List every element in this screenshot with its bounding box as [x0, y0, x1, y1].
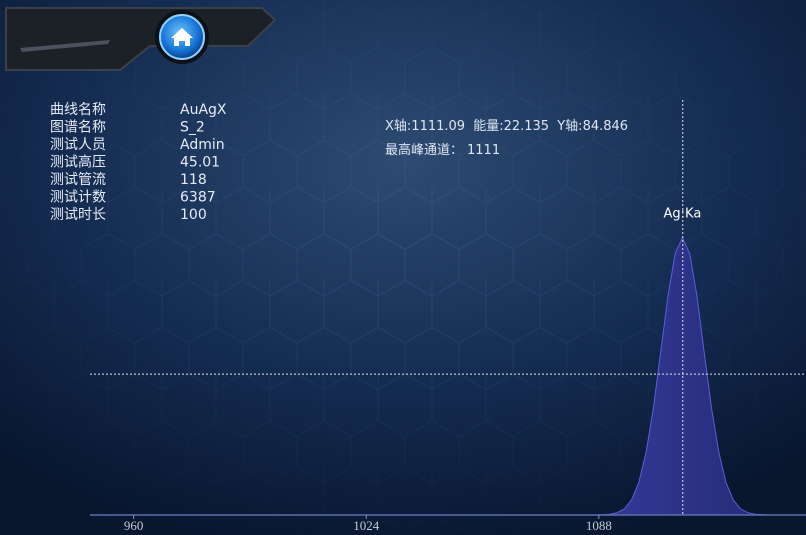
info-value: 118 — [180, 172, 207, 188]
info-value: Admin — [180, 137, 225, 153]
info-label: 测试计数 — [50, 190, 106, 206]
energy-value: 22.135 — [504, 119, 550, 134]
energy-label: 能量: — [473, 119, 503, 134]
y-label: Y轴: — [556, 119, 582, 134]
x-value: 1111.09 — [411, 119, 465, 134]
toolbar — [5, 7, 277, 71]
info-panel: 曲线名称 AuAgX 图谱名称 S_2 测试人员 Admin 测试高压 45.01 测试管流 11… — [50, 102, 227, 223]
info-value: 100 — [180, 207, 207, 223]
x-tick-label: 1024 — [353, 518, 380, 533]
home-button[interactable] — [159, 14, 205, 60]
peak-channel: 1111 — [467, 143, 500, 158]
info-label: 测试管流 — [50, 172, 106, 188]
peak-readout: 最高峰通道： 1111 — [385, 142, 500, 158]
x-tick-label: 1088 — [586, 518, 612, 533]
info-value: AuAgX — [180, 102, 227, 118]
peak-label: 最高峰通道： — [385, 142, 463, 158]
cursor-readout: X轴:1111.09 能量:22.135 Y轴:84.846 — [385, 119, 628, 134]
info-label: 测试高压 — [50, 154, 106, 171]
info-label: 测试时长 — [50, 207, 106, 223]
info-value: S_2 — [180, 120, 205, 136]
info-value: 6387 — [180, 190, 216, 206]
info-value: 45.01 — [180, 155, 220, 171]
x-label: X轴: — [385, 119, 411, 134]
info-label: 测试人员 — [50, 137, 106, 153]
info-label: 曲线名称 — [50, 102, 106, 118]
info-label: 图谱名称 — [50, 120, 106, 136]
spectrum-area — [90, 236, 806, 516]
y-value: 84.846 — [583, 119, 629, 134]
x-tick-label: 960 — [124, 518, 144, 533]
